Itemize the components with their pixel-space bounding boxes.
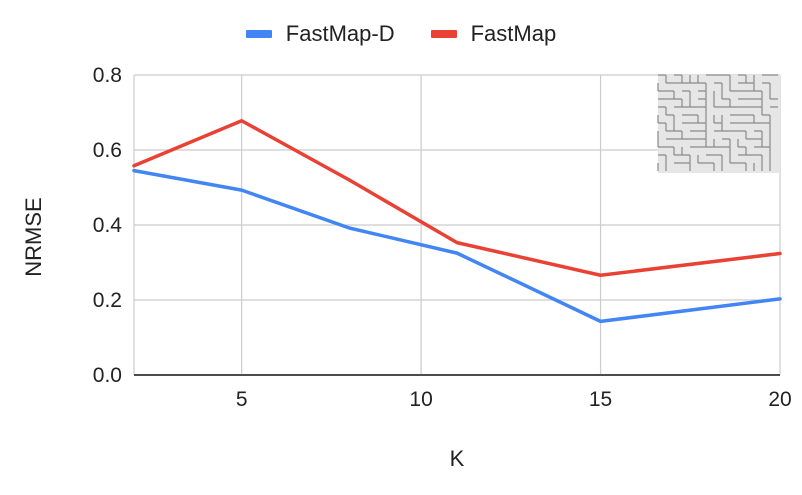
- legend-swatch-fastmap: [430, 30, 457, 38]
- x-tick-label: 15: [589, 388, 612, 411]
- series-line-fastmap-d: [132, 168, 782, 324]
- y-tick-label: 0.2: [93, 289, 122, 312]
- legend-item-fastmap-d: FastMap-D: [245, 21, 395, 47]
- y-tick-label: 0.4: [93, 214, 123, 237]
- legend: FastMap-D FastMap: [0, 20, 802, 48]
- maze-walls: [657, 74, 778, 171]
- y-tick-label: 0.6: [93, 139, 122, 162]
- grid: [133, 74, 781, 376]
- y-tick-label: 0.0: [93, 364, 122, 387]
- maze-map-inset: [657, 74, 780, 173]
- x-tick-label: 5: [236, 388, 248, 411]
- y-axis-label: NRMSE: [21, 197, 46, 276]
- legend-label-fastmap: FastMap: [470, 21, 557, 46]
- legend-item-fastmap: FastMap: [430, 21, 557, 47]
- series-line-fastmap: [132, 119, 782, 277]
- y-tick-labels: 0.0 0.2 0.4 0.6 0.8: [93, 64, 123, 387]
- x-axis-label: K: [450, 446, 465, 471]
- x-tick-label: 10: [409, 388, 432, 411]
- x-tick-labels: 5 10 15 20: [236, 388, 792, 411]
- x-tick-label: 20: [768, 388, 791, 411]
- legend-label-fastmap-d: FastMap-D: [285, 21, 395, 46]
- legend-swatch-fastmap-d: [245, 30, 272, 38]
- series-lines: [132, 119, 782, 324]
- y-tick-label: 0.8: [93, 64, 122, 87]
